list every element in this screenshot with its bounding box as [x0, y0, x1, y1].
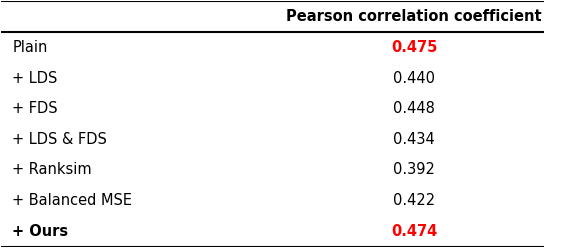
Text: Pearson correlation coefficient: Pearson correlation coefficient	[286, 9, 542, 24]
Text: Plain: Plain	[12, 40, 48, 55]
Text: + Ranksim: + Ranksim	[12, 162, 92, 178]
Text: 0.474: 0.474	[391, 224, 437, 239]
Text: 0.448: 0.448	[393, 101, 435, 116]
Text: 0.392: 0.392	[393, 162, 435, 178]
Text: + LDS: + LDS	[12, 70, 57, 86]
Text: 0.475: 0.475	[391, 40, 437, 55]
Text: + Ours: + Ours	[12, 224, 68, 239]
Text: 0.440: 0.440	[393, 70, 435, 86]
Text: 0.434: 0.434	[393, 132, 435, 147]
Text: + FDS: + FDS	[12, 101, 58, 116]
Text: + LDS & FDS: + LDS & FDS	[12, 132, 107, 147]
Text: 0.422: 0.422	[393, 193, 435, 208]
Text: + Balanced MSE: + Balanced MSE	[12, 193, 132, 208]
